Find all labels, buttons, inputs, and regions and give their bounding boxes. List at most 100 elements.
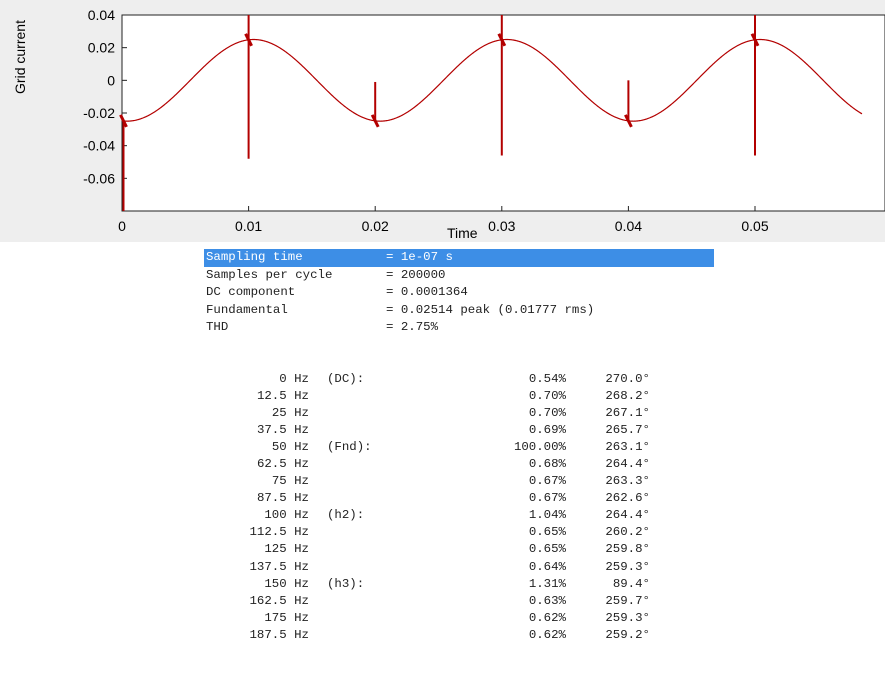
- summary-value: = 2.75%: [386, 320, 439, 334]
- harmonic-frequency: 175 Hz: [264, 610, 309, 625]
- harmonic-frequency: 37.5 Hz: [256, 423, 309, 438]
- harmonic-phase: 89.4°: [612, 576, 650, 591]
- harmonic-phase: 259.3°: [605, 559, 650, 574]
- harmonic-phase: 265.7°: [605, 423, 650, 438]
- spike-ringing: [370, 114, 380, 128]
- spike-ringing: [119, 114, 128, 128]
- harmonic-frequency: 62.5 Hz: [256, 457, 309, 472]
- harmonic-phase: 259.2°: [605, 627, 650, 642]
- spike-ringing: [244, 33, 253, 47]
- harmonic-percent: 0.63%: [528, 593, 566, 608]
- harmonic-row: 137.5 Hz 0.64% 259.3°: [204, 559, 704, 576]
- y-axis-ticks: 0.04 0.02 0 -0.02 -0.04 -0.06: [83, 7, 127, 186]
- harmonic-tag: (DC):: [327, 372, 365, 386]
- harmonic-frequency: 162.5 Hz: [249, 593, 310, 608]
- harmonic-percent: 0.67%: [528, 491, 566, 506]
- x-tick-label: 0.03: [488, 218, 515, 234]
- harmonic-percent: 0.54%: [528, 372, 566, 386]
- summary-row[interactable]: Sampling time = 1e-07 s: [204, 249, 714, 267]
- summary-row: THD = 2.75%: [204, 319, 714, 337]
- harmonic-frequency: 87.5 Hz: [256, 491, 309, 506]
- fft-summary: Sampling time = 1e-07 s Samples per cycle =…: [204, 249, 714, 337]
- harmonic-percent: 0.65%: [528, 525, 566, 540]
- y-tick-label: 0: [107, 72, 115, 88]
- x-tick-label: 0: [118, 218, 126, 234]
- summary-row: Samples per cycle = 200000: [204, 267, 714, 285]
- harmonic-phase: 259.8°: [605, 542, 650, 557]
- harmonic-frequency: 12.5 Hz: [256, 389, 309, 404]
- summary-value: = 0.02514 peak (0.01777 rms): [386, 302, 595, 317]
- harmonic-row: 125 Hz 0.65% 259.8°: [204, 541, 704, 558]
- harmonic-tag: (Fnd):: [327, 440, 372, 455]
- summary-value: = 0.0001364: [386, 285, 468, 299]
- summary-row: DC component = 0.0001364: [204, 284, 714, 302]
- harmonic-phase: 264.4°: [605, 508, 650, 523]
- harmonic-frequency: 112.5 Hz: [249, 525, 310, 540]
- harmonic-row: 162.5 Hz 0.63% 259.7°: [204, 593, 704, 610]
- harmonic-frequency: 75 Hz: [271, 474, 309, 489]
- harmonic-phase: 263.1°: [605, 440, 650, 455]
- harmonic-phase: 268.2°: [605, 389, 650, 404]
- y-tick-label: -0.02: [83, 105, 115, 121]
- y-tick-label: 0.04: [88, 7, 115, 23]
- harmonics-table: 0 Hz (DC): 0.54% 270.0° 12.5 Hz 0.70% 268.2° 25…: [204, 371, 704, 644]
- summary-label: DC component: [206, 285, 296, 299]
- harmonic-row: 75 Hz 0.67% 263.3°: [204, 473, 704, 490]
- harmonic-frequency: 150 Hz: [264, 576, 309, 591]
- harmonic-row: 187.5 Hz 0.62% 259.2°: [204, 627, 704, 644]
- harmonic-percent: 1.04%: [528, 508, 566, 523]
- harmonic-row: 175 Hz 0.62% 259.3°: [204, 610, 704, 627]
- x-axis-label: Time: [447, 225, 478, 241]
- harmonic-phase: 259.3°: [605, 610, 650, 625]
- harmonic-percent: 0.70%: [528, 389, 566, 404]
- harmonic-percent: 0.62%: [528, 627, 566, 642]
- x-axis-ticks: 0 0.01 0.02 0.03 0.04 0.05: [118, 206, 769, 234]
- transient-spikes: [119, 15, 760, 211]
- harmonic-percent: 0.70%: [528, 406, 566, 421]
- harmonic-frequency: 187.5 Hz: [249, 627, 310, 642]
- harmonic-row: 150 Hz (h3): 1.31% 89.4°: [204, 576, 704, 593]
- harmonic-phase: 259.7°: [605, 593, 650, 608]
- harmonic-row: 25 Hz 0.70% 267.1°: [204, 405, 704, 422]
- harmonic-row: 112.5 Hz 0.65% 260.2°: [204, 524, 704, 541]
- y-tick-label: -0.06: [83, 170, 115, 186]
- summary-label: Samples per cycle: [206, 267, 333, 282]
- harmonic-frequency: 0 Hz: [279, 372, 309, 386]
- harmonic-row: 50 Hz (Fnd): 100.00% 263.1°: [204, 439, 704, 456]
- plot-panel: 0.04 0.02 0 -0.02 -0.04 -0.06 0 0.01 0.02 0.03 0.…: [0, 0, 885, 242]
- y-axis-label: Grid current: [12, 20, 28, 94]
- harmonic-percent: 0.67%: [528, 474, 566, 489]
- summary-label: Fundamental: [206, 302, 288, 317]
- harmonic-phase: 260.2°: [605, 525, 650, 540]
- harmonic-phase: 264.4°: [605, 457, 650, 472]
- spike-ringing: [624, 114, 633, 128]
- harmonic-percent: 0.62%: [528, 610, 566, 625]
- harmonic-row: 62.5 Hz 0.68% 264.4°: [204, 456, 704, 473]
- harmonic-percent: 100.00%: [513, 440, 566, 455]
- harmonic-tag: (h2):: [327, 508, 365, 523]
- harmonic-phase: 270.0°: [605, 372, 650, 386]
- summary-value: = 200000: [386, 267, 446, 282]
- harmonic-row: 12.5 Hz 0.70% 268.2°: [204, 388, 704, 405]
- summary-label: Sampling time: [206, 250, 303, 264]
- harmonic-row: 87.5 Hz 0.67% 262.6°: [204, 490, 704, 507]
- x-tick-label: 0.02: [362, 218, 389, 234]
- harmonic-row: 0 Hz (DC): 0.54% 270.0°: [204, 371, 704, 388]
- harmonic-phase: 267.1°: [605, 406, 650, 421]
- summary-value: = 1e-07 s: [386, 250, 453, 264]
- harmonic-row: 100 Hz (h2): 1.04% 264.4°: [204, 507, 704, 524]
- harmonic-frequency: 50 Hz: [271, 440, 309, 455]
- x-tick-label: 0.04: [615, 218, 642, 234]
- harmonic-percent: 0.69%: [528, 423, 566, 438]
- y-tick-label: 0.02: [88, 40, 115, 56]
- harmonic-phase: 263.3°: [605, 474, 650, 489]
- spike-ringing: [497, 33, 507, 47]
- harmonic-frequency: 25 Hz: [271, 406, 309, 421]
- harmonic-percent: 0.64%: [528, 559, 566, 574]
- harmonic-tag: (h3):: [327, 576, 365, 591]
- harmonic-phase: 262.6°: [605, 491, 650, 506]
- harmonic-percent: 0.68%: [528, 457, 566, 472]
- harmonic-percent: 1.31%: [528, 576, 566, 591]
- summary-row: Fundamental = 0.02514 peak (0.01777 rms): [204, 302, 714, 320]
- spike-ringing: [750, 33, 760, 47]
